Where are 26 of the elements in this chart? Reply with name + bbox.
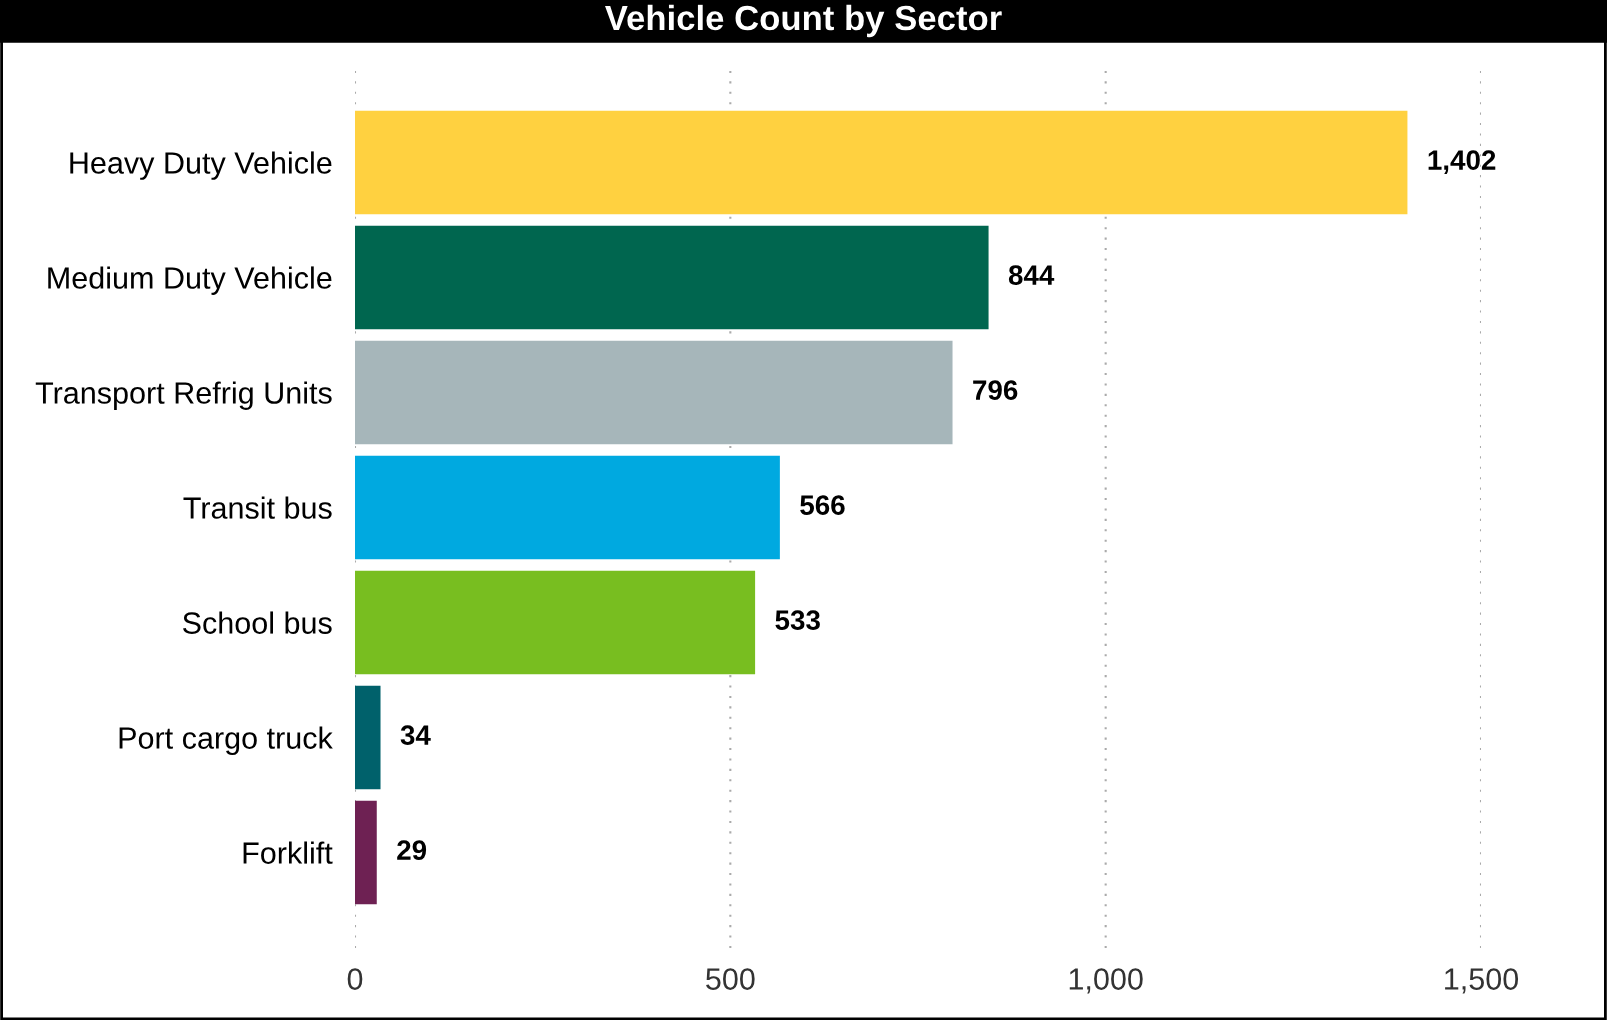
bar: [355, 225, 989, 330]
x-tick-label: 0: [347, 968, 363, 990]
chart-title: Vehicle Count by Sector: [605, 4, 1002, 38]
x-tick-label: 500: [706, 968, 755, 990]
bar: [355, 110, 1408, 215]
data-label: 34: [400, 725, 431, 746]
y-tick-label: Transit bus: [183, 496, 332, 519]
bar: [355, 455, 780, 560]
data-label: 533: [775, 610, 820, 631]
y-tick-label: Medium Duty Vehicle: [48, 266, 332, 295]
y-tick-label: Transport Refrig Units: [35, 381, 332, 410]
x-tick-label: 1,000: [1069, 968, 1143, 994]
bar: [355, 685, 381, 790]
y-tick-label: Heavy Duty Vehicle: [70, 151, 332, 180]
data-label: 796: [973, 380, 1018, 400]
y-tick-label: Port cargo truck: [119, 726, 333, 755]
bar: [355, 340, 953, 445]
y-tick-label: Forklift: [243, 841, 333, 864]
data-label: 29: [397, 840, 427, 860]
data-label: 566: [800, 495, 845, 515]
x-tick-label: 1,500: [1445, 968, 1519, 994]
data-label: 844: [1008, 265, 1055, 285]
y-tick-label: School bus: [182, 611, 332, 634]
bar: [355, 570, 756, 675]
bar: [355, 800, 377, 905]
data-label: 1,402: [1428, 150, 1496, 174]
